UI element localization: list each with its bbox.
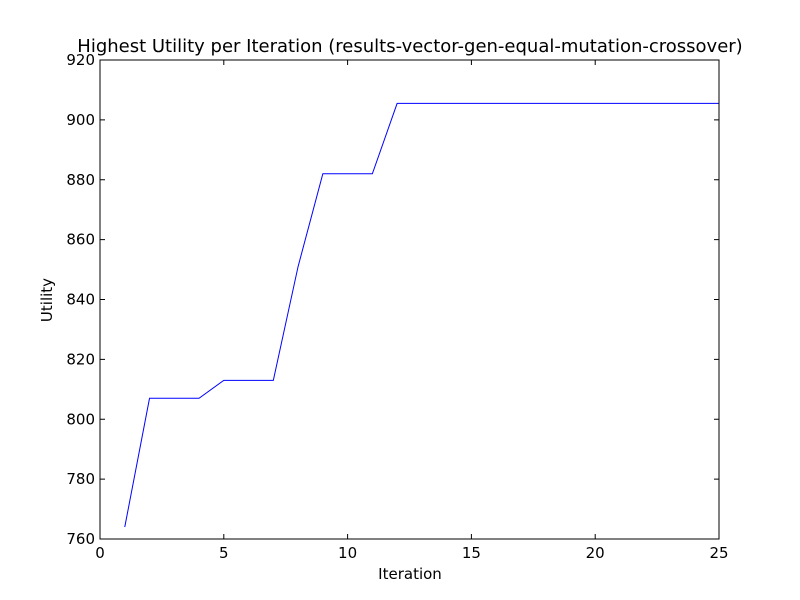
- y-tick-label: 760: [66, 530, 95, 548]
- y-tick-label: 840: [66, 291, 95, 309]
- y-tick-label: 920: [66, 51, 95, 69]
- y-tick-label: 780: [66, 470, 95, 488]
- y-tick-label: 900: [66, 111, 95, 129]
- x-tick-label: 5: [219, 544, 229, 562]
- y-tick-label: 800: [66, 410, 95, 428]
- y-tick-label: 820: [66, 350, 95, 368]
- plot-area: 0 5 10 15 20 25 760 780 800 820 840 860 880 900 920: [66, 51, 728, 562]
- x-tick-label: 0: [95, 544, 105, 562]
- y-axis-label: Utility: [38, 278, 56, 322]
- x-tick-label: 10: [338, 544, 357, 562]
- x-axis-label: Iteration: [378, 565, 442, 583]
- chart-title: Highest Utility per Iteration (results-v…: [77, 36, 742, 57]
- x-tick-label: 25: [709, 544, 728, 562]
- x-tick-label: 20: [586, 544, 605, 562]
- y-tick-label: 860: [66, 231, 95, 249]
- series-line-0: [124, 102, 719, 528]
- x-tick-label: 15: [462, 544, 481, 562]
- y-tick-label: 880: [66, 171, 95, 189]
